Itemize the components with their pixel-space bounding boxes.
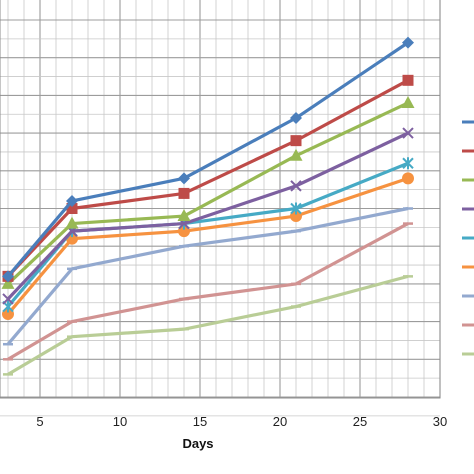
data-point-marker: [402, 74, 414, 86]
data-point-marker: [178, 225, 190, 238]
data-point-marker: [2, 293, 14, 305]
data-point-marker: [290, 202, 302, 215]
series-1: [2, 36, 414, 283]
data-point-marker: [65, 216, 79, 229]
data-point-marker: [2, 270, 14, 283]
series-4: [2, 127, 414, 305]
series-9: [3, 274, 413, 376]
x-tick-label: 30: [433, 414, 447, 429]
data-point-marker: [290, 135, 302, 147]
x-tick-label: 25: [353, 414, 367, 429]
series-2: [2, 74, 414, 282]
series-line: [6, 78, 409, 278]
data-point-marker: [402, 127, 414, 139]
data-point-marker: [290, 112, 302, 125]
series-8: [3, 222, 413, 361]
chart-gridlines: [0, 0, 441, 417]
data-point-marker: [289, 148, 303, 161]
x-tick-label: 10: [113, 414, 127, 429]
x-tick-labels: 5 10 15 20 25 30: [36, 414, 447, 429]
data-point-marker: [1, 276, 15, 289]
data-point-marker: [402, 172, 414, 185]
x-tick-label: 20: [273, 414, 287, 429]
x-tick-label: 5: [36, 414, 43, 429]
series-layer: [1, 36, 415, 376]
series-7: [3, 206, 413, 346]
data-point-marker: [402, 36, 414, 49]
data-point-marker: [66, 203, 78, 214]
x-axis-title: Days: [182, 436, 213, 451]
series-3: [1, 95, 415, 289]
data-point-marker: [290, 180, 302, 192]
data-point-marker: [2, 308, 14, 321]
data-point-marker: [177, 209, 191, 222]
data-point-marker: [290, 210, 302, 223]
data-point-marker: [66, 194, 78, 207]
data-point-marker: [178, 172, 190, 185]
legend: [462, 120, 474, 356]
data-point-marker: [178, 187, 190, 199]
plot-area-border: [0, 0, 441, 399]
data-point-marker: [401, 95, 415, 108]
data-point-marker: [402, 157, 414, 170]
x-tick-label: 15: [193, 414, 207, 429]
